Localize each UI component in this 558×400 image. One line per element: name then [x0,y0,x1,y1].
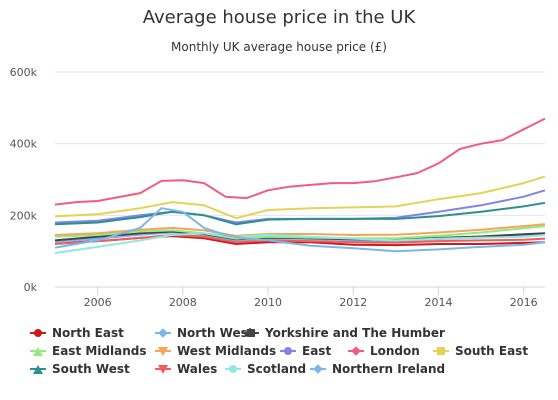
legend-item-north-west[interactable]: North West [155,326,254,340]
legend-label: Scotland [247,362,307,376]
legend-label: Yorkshire and The Humber [265,326,445,340]
legend-row: East Midlands West Midlands East London Sout… [30,344,550,362]
series-line-west-midlands [54,223,546,237]
legend-item-south-west[interactable]: South West [30,362,130,376]
legend-item-northern-ireland[interactable]: Northern Ireland [310,362,445,376]
chart-plot-area: 0k 200k 400k 600k 2006 2008 2010 2012 2014 2016 [10,66,546,309]
legend-diamond-icon [310,363,326,375]
legend-triangle-down-icon [155,363,171,375]
legend-triangle-icon [30,363,46,375]
chart-title: Average house price in the UK [142,7,416,28]
series-line-scotland [54,232,546,254]
legend-row: South West Wales Scotland Northern Ireland [30,362,550,380]
legend-item-yorkshire-and-the-humber[interactable]: Yorkshire and The Humber [243,326,445,340]
series-line-east-midlands [54,225,546,240]
legend-label: South West [52,362,130,376]
legend-circle-icon [280,345,296,357]
legend-label: North West [177,326,254,340]
legend-item-south-east[interactable]: South East [433,344,528,358]
x-tick-label: 2010 [254,296,282,309]
legend-label: Northern Ireland [332,362,446,376]
legend-label: West Midlands [177,344,277,358]
legend-triangle-down-icon [155,345,171,357]
chart-subtitle: Monthly UK average house price (£) [171,40,387,54]
legend-label: Wales [177,362,218,376]
legend-label: London [370,344,420,358]
series-line-wales [54,234,546,245]
series-line-london [54,117,546,206]
series-line-northern-ireland [54,207,546,253]
legend-label: South East [455,344,529,358]
y-tick-label: 0k [24,281,38,294]
chart-legend: North East North West Yorkshire and The Hu… [30,326,550,380]
x-tick-label: 2006 [84,296,112,309]
legend-row: North East North West Yorkshire and The Hu… [30,326,550,344]
legend-circle-icon [225,363,241,375]
legend-square-icon [243,327,259,339]
legend-item-london[interactable]: London [348,344,420,358]
legend-diamond-icon [155,327,171,339]
series-line-south-east [54,175,546,220]
legend-item-east[interactable]: East [280,344,331,358]
x-tick-label: 2008 [169,296,197,309]
legend-label: North East [52,326,124,340]
legend-label: East Midlands [52,344,147,358]
legend-item-wales[interactable]: Wales [155,362,217,376]
legend-item-north-east[interactable]: North East [30,326,124,340]
legend-square-icon [433,345,449,357]
series-line-south-west [54,201,546,226]
y-tick-label: 600k [10,66,38,79]
y-tick-label: 400k [10,138,38,151]
legend-item-east-midlands[interactable]: East Midlands [30,344,146,358]
y-tick-label: 200k [10,209,38,222]
legend-diamond-icon [348,345,364,357]
legend-triangle-icon [30,345,46,357]
x-tick-label: 2016 [510,296,538,309]
legend-item-west-midlands[interactable]: West Midlands [155,344,276,358]
x-tick-label: 2012 [339,296,367,309]
x-tick-label: 2014 [424,296,452,309]
legend-item-scotland[interactable]: Scotland [225,362,306,376]
legend-label: East [302,344,332,358]
legend-circle-icon [30,327,46,339]
